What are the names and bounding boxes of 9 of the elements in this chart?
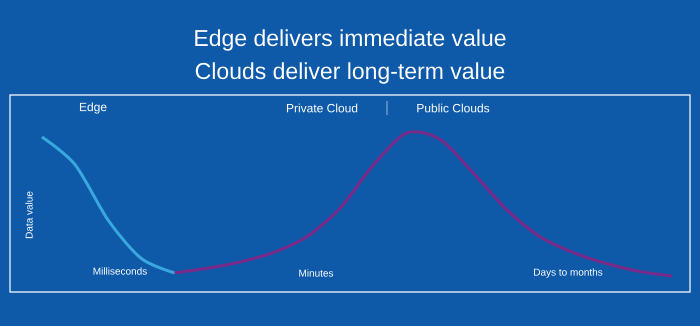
annotation: Milliseconds <box>94 267 147 275</box>
text: Public Clouds <box>417 104 490 112</box>
chart-title: Edge delivers immediate value <box>195 29 506 51</box>
annotation: Minutes <box>299 269 334 277</box>
text: Private Cloud <box>286 104 358 112</box>
annotation: Days to months <box>534 268 602 278</box>
text: Edge <box>80 102 106 114</box>
y-axis-title: Data value <box>25 192 33 238</box>
chart-subtitle: Clouds deliver long-term value <box>196 62 504 84</box>
